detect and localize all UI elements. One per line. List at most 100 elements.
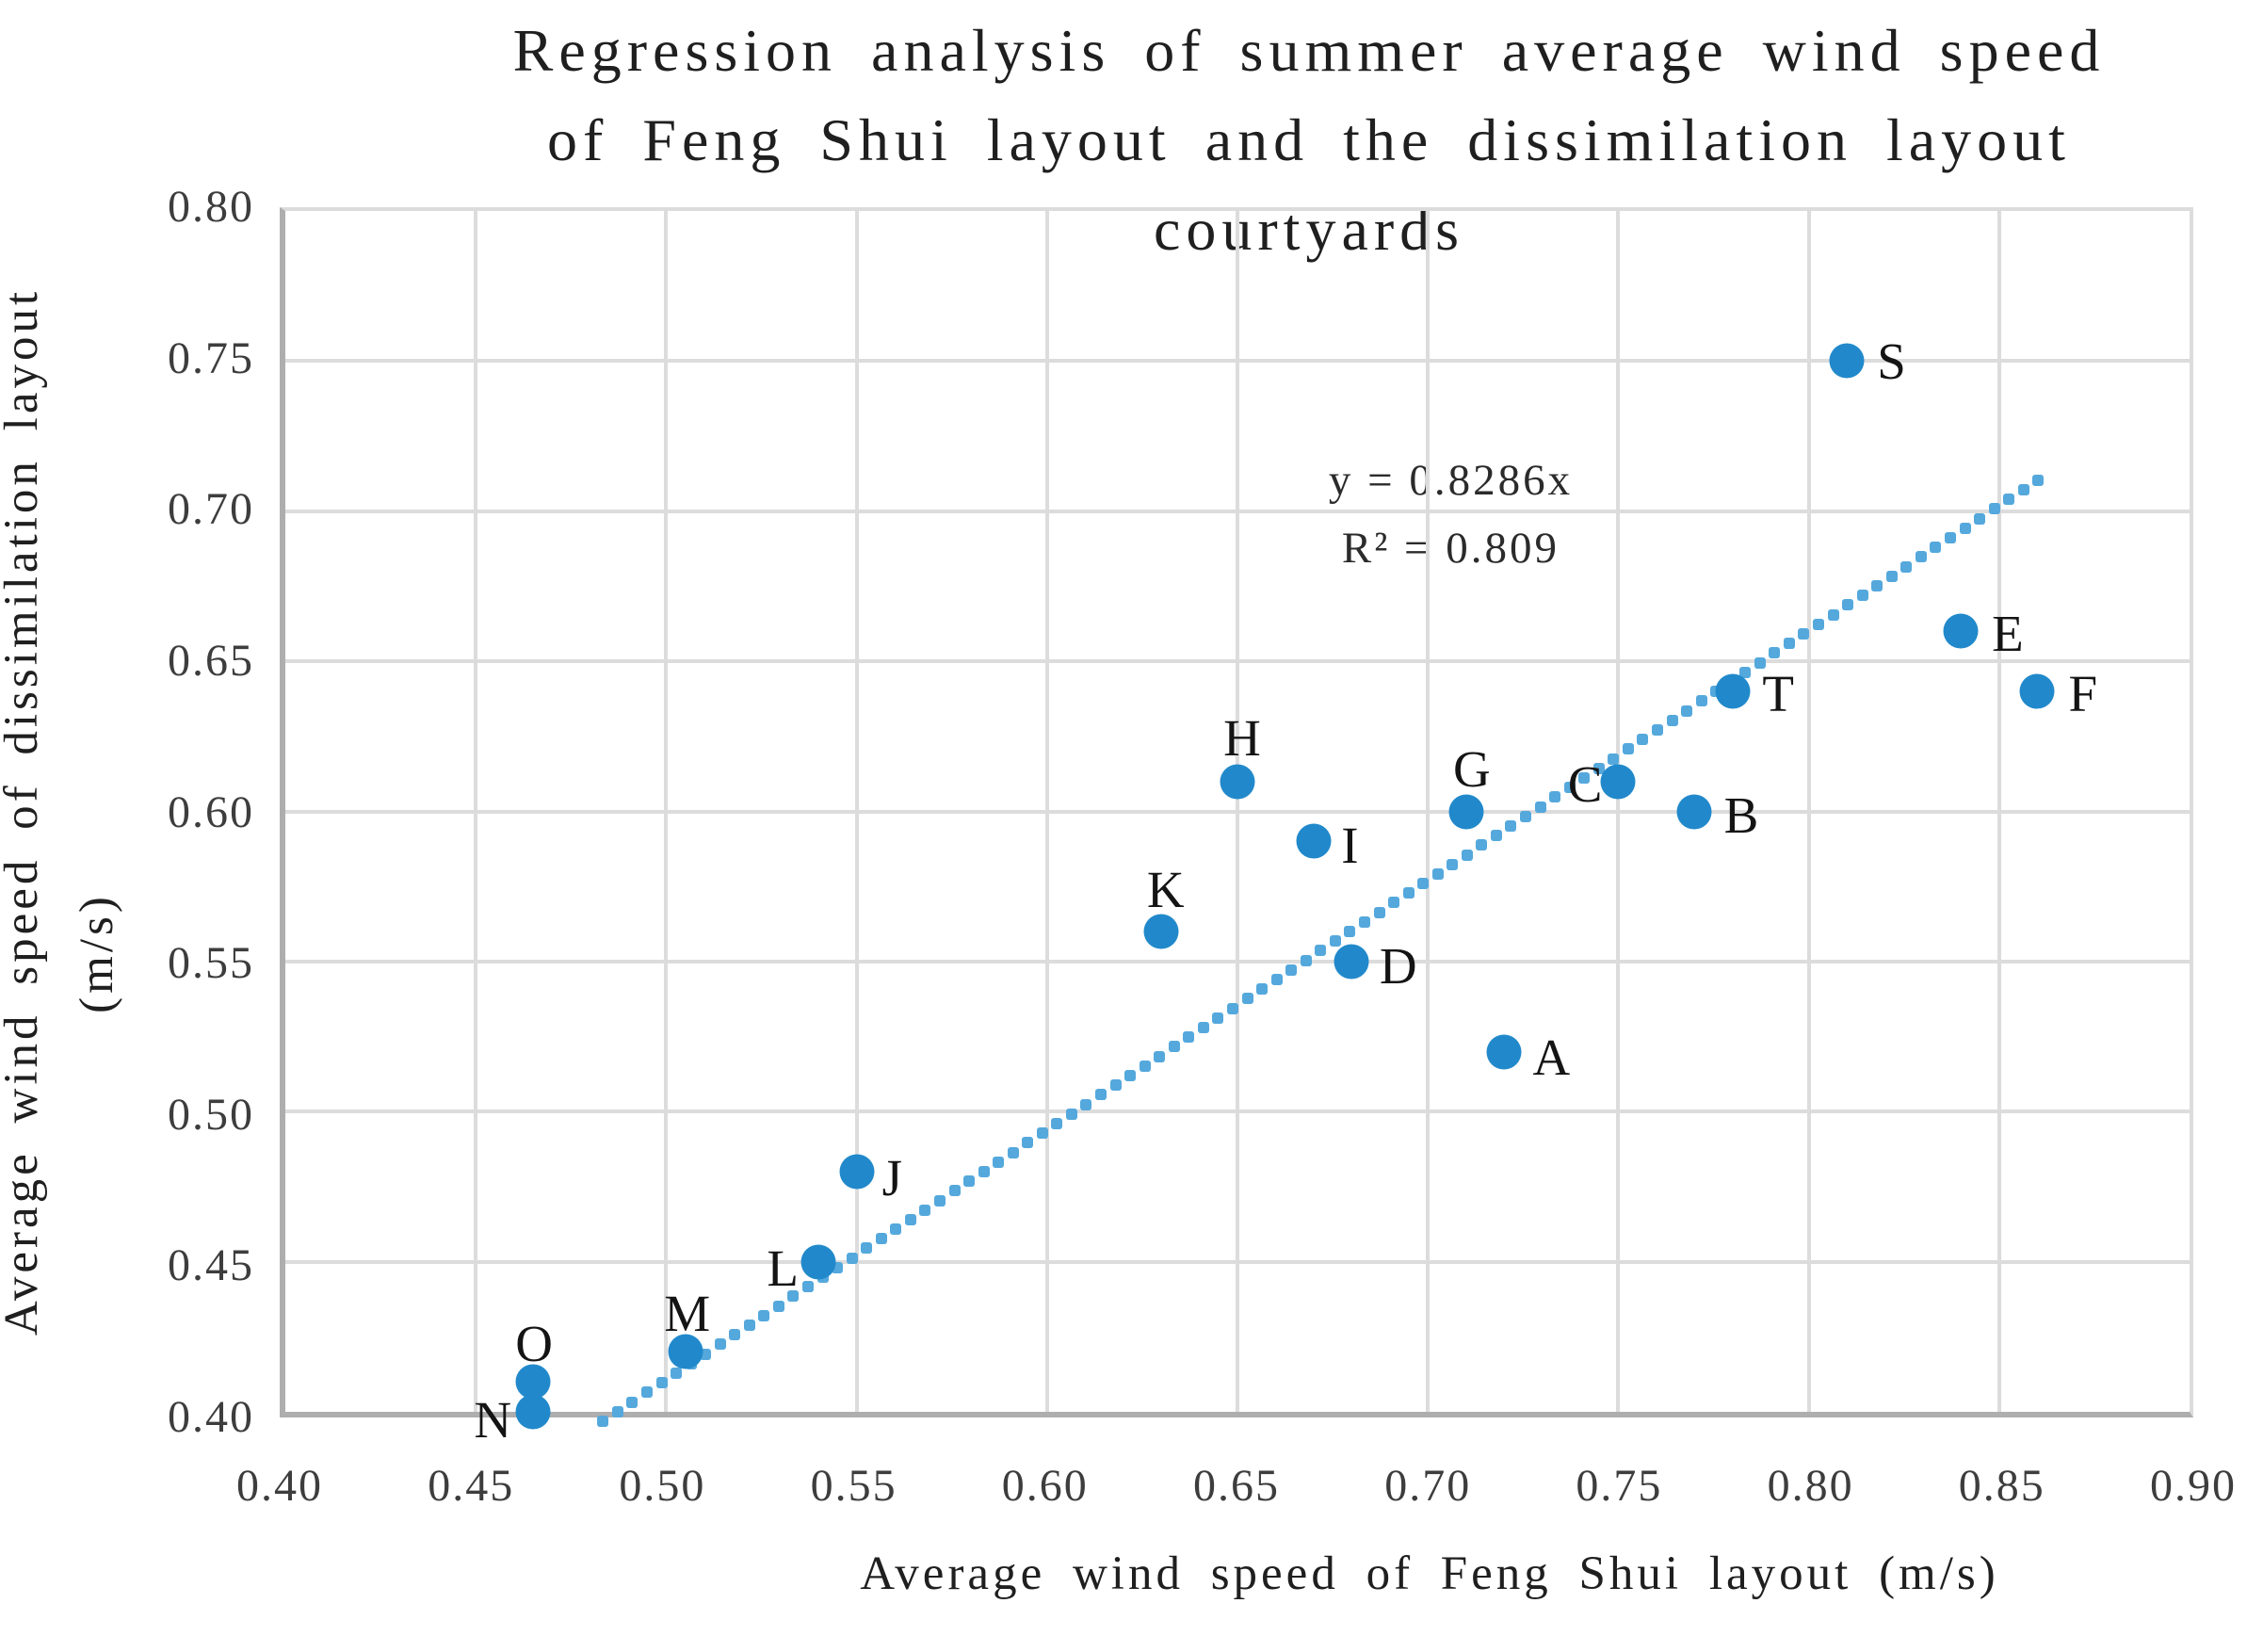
data-point-label-M: M	[664, 1284, 711, 1342]
trendline-dot	[919, 1204, 931, 1216]
data-point-label-L: L	[767, 1239, 799, 1298]
y-gridline	[285, 659, 2190, 664]
trendline-dot	[963, 1175, 976, 1188]
trendline-dot	[1139, 1060, 1151, 1072]
trendline-dot	[1783, 638, 1795, 650]
data-point-J	[839, 1154, 875, 1190]
trendline-dot	[1608, 753, 1620, 765]
trendline-dot	[1651, 723, 1663, 736]
data-point-label-E: E	[1992, 604, 2024, 662]
trendline-dot	[861, 1242, 873, 1255]
trendline-dot	[1109, 1079, 1122, 1092]
trendline-dot	[1300, 954, 1312, 966]
data-point-F	[2019, 673, 2055, 709]
trendline-dot	[1974, 512, 1986, 525]
trendline-dot	[1007, 1146, 1019, 1158]
trendline-dot	[1344, 926, 1356, 938]
data-point-label-A: A	[1532, 1028, 1571, 1086]
trendline-dot	[1959, 522, 1971, 534]
trendline-dot	[671, 1368, 683, 1380]
data-point-G	[1448, 794, 1484, 829]
trendline-dot	[1856, 590, 1868, 602]
data-point-D	[1334, 944, 1369, 980]
data-point-label-J: J	[881, 1149, 902, 1207]
y-gridline	[285, 809, 2190, 814]
trendline-dot	[1285, 964, 1298, 976]
data-point-L	[800, 1244, 836, 1280]
trendline-dot	[1900, 560, 1913, 573]
data-point-C	[1600, 764, 1636, 800]
trendline-dot	[2032, 474, 2045, 486]
trendline-dot	[1505, 819, 1517, 832]
trendline-dot	[1241, 993, 1253, 1005]
trendline-annotation: y = 0.8286x R² = 0.809	[1329, 446, 1573, 582]
trendline-dot	[978, 1165, 990, 1177]
trendline-dot	[1212, 1012, 1224, 1024]
data-point-T	[1715, 673, 1751, 709]
trendline-dot	[1930, 542, 1942, 554]
trendline-dot	[700, 1348, 712, 1360]
data-point-H	[1220, 764, 1255, 800]
trendline-dot	[1197, 1022, 1209, 1033]
x-tick-label: 0.75	[1576, 1461, 1663, 1511]
trendline-dot	[933, 1194, 946, 1207]
trendline-dot	[1080, 1098, 1092, 1110]
data-point-B	[1676, 794, 1712, 829]
trendline-dot	[1447, 858, 1459, 870]
trendline-dot	[1842, 599, 1854, 611]
trendline-dot	[1622, 743, 1634, 755]
trendline-dot	[1358, 915, 1370, 928]
data-point-label-S: S	[1877, 332, 1906, 390]
trendline-dot	[1681, 705, 1693, 717]
trendline-dot	[2017, 484, 2029, 496]
trendline-dot	[1065, 1108, 1077, 1120]
trendline-dot	[1637, 734, 1649, 746]
x-tick-label: 0.65	[1193, 1461, 1280, 1511]
trendline-dot	[1798, 628, 1810, 640]
trendline-dot	[802, 1281, 815, 1293]
trendline-dot	[1695, 695, 1707, 707]
trendline-dot	[1739, 666, 1752, 678]
trendline-dot	[1578, 771, 1591, 784]
data-point-label-I: I	[1341, 816, 1359, 874]
data-point-label-C: C	[1567, 755, 1603, 814]
trendline-dot	[1871, 580, 1883, 592]
data-point-K	[1143, 914, 1179, 949]
y-tick-label: 0.80	[168, 182, 254, 232]
x-tick-label: 0.70	[1384, 1461, 1472, 1511]
trendline-dot	[993, 1156, 1005, 1168]
data-point-N	[515, 1394, 551, 1430]
trendline-dot	[1520, 810, 1532, 822]
trendline-dot	[890, 1223, 902, 1236]
data-point-S	[1829, 343, 1865, 379]
y-tick-label: 0.45	[168, 1240, 254, 1291]
data-point-label-B: B	[1723, 786, 1759, 844]
y-tick-label: 0.65	[168, 635, 254, 686]
y-tick-label: 0.60	[168, 786, 254, 837]
trendline-dot	[1036, 1127, 1048, 1140]
trendline-dot	[1388, 897, 1400, 909]
trendline-dot	[1988, 503, 2000, 515]
trendline-dot	[1534, 801, 1546, 813]
data-point-label-D: D	[1379, 937, 1417, 996]
trendline-dot	[1256, 983, 1269, 996]
trendline-dot	[611, 1405, 623, 1417]
trendline-dot	[875, 1233, 887, 1245]
y-gridline	[285, 1109, 2190, 1114]
data-point-label-O: O	[515, 1314, 554, 1372]
x-tick-label: 0.80	[1767, 1461, 1854, 1511]
r-squared-label: R² = 0.809	[1341, 524, 1560, 573]
data-point-M	[668, 1334, 703, 1369]
data-point-label-H: H	[1223, 709, 1261, 768]
trendline-dot	[1417, 878, 1430, 890]
x-tick-label: 0.50	[619, 1461, 706, 1511]
y-tick-label: 0.40	[168, 1392, 254, 1442]
y-tick-label: 0.50	[168, 1089, 254, 1140]
trendline-dot	[758, 1309, 770, 1321]
data-point-I	[1296, 823, 1332, 859]
trendline-dot	[714, 1338, 726, 1351]
trendline-dot	[1754, 656, 1766, 669]
trendline-dot	[1549, 791, 1561, 803]
trendline-dot	[787, 1290, 800, 1303]
trendline-dot	[640, 1386, 653, 1399]
